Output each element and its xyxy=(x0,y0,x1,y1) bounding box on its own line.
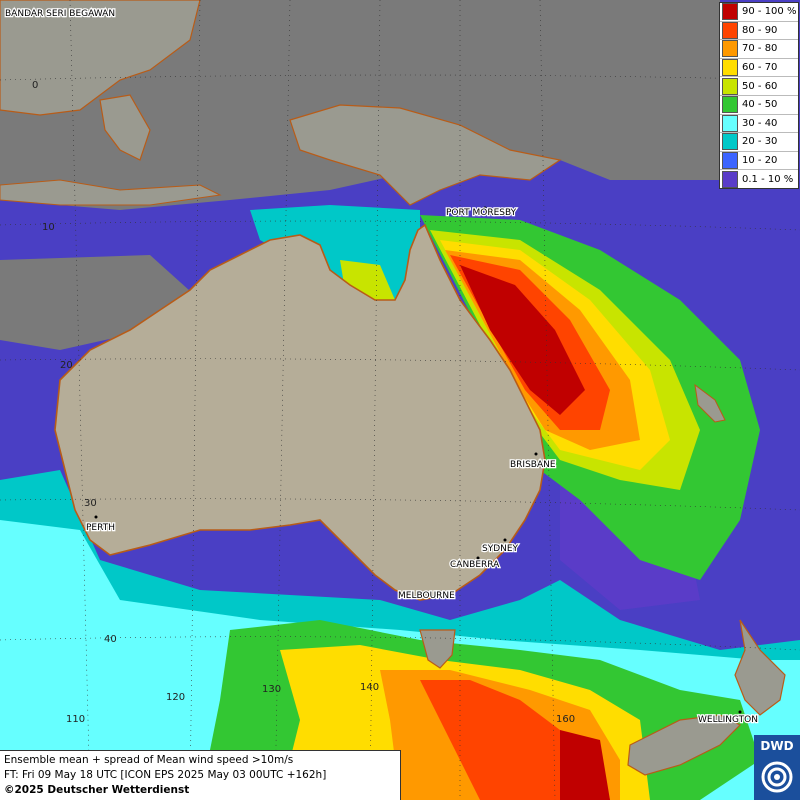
legend-swatch xyxy=(722,77,738,95)
info-forecast-time: FT: Fri 09 May 18 UTC [ICON EPS 2025 May… xyxy=(4,769,327,781)
lon-label-110: 110 xyxy=(66,714,85,725)
legend-swatch xyxy=(722,152,738,170)
dwd-swirl-icon xyxy=(761,761,793,793)
dwd-logo-text: DWD xyxy=(760,739,794,753)
legend-row: 90 - 100 % xyxy=(720,3,798,22)
sulawesi-land xyxy=(99,94,151,161)
new-guinea-land xyxy=(289,104,562,206)
legend-label: 80 - 90 xyxy=(742,24,778,36)
band-90-100-east xyxy=(460,265,585,415)
legend-label: 40 - 50 xyxy=(742,99,778,111)
australia-land xyxy=(54,223,546,601)
lon-label-140: 140 xyxy=(360,682,379,693)
legend-swatch xyxy=(722,59,738,77)
city-brisbane: BRISBANE xyxy=(510,460,556,470)
nz-south-island xyxy=(627,714,742,776)
city-canberra: CANBERRA xyxy=(450,560,500,570)
lat-label-40: 40 xyxy=(104,634,117,645)
legend-swatch xyxy=(722,114,738,132)
lat-label-30: 30 xyxy=(84,498,97,509)
legend-label: 10 - 20 xyxy=(742,155,778,167)
nz-north-island xyxy=(734,619,786,716)
city-melbourne: MELBOURNE xyxy=(398,591,455,601)
legend-swatch xyxy=(722,3,738,21)
color-legend: 90 - 100 % 80 - 90 70 - 80 60 - 70 50 - 60 40… xyxy=(719,2,799,189)
legend-swatch xyxy=(722,96,738,114)
legend-swatch xyxy=(722,170,738,188)
legend-swatch xyxy=(722,133,738,151)
legend-swatch xyxy=(722,40,738,58)
new-caledonia xyxy=(694,383,726,423)
city-markers xyxy=(70,14,742,714)
legend-label: 60 - 70 xyxy=(742,62,778,74)
legend-label: 70 - 80 xyxy=(742,43,778,55)
legend-label: 50 - 60 xyxy=(742,80,778,92)
legend-row: 20 - 30 xyxy=(720,133,798,152)
legend-label: 90 - 100 % xyxy=(742,6,797,18)
tasmania-land xyxy=(419,629,456,669)
city-wellington: WELLINGTON xyxy=(698,715,758,725)
info-box: Ensemble mean + spread of Mean wind spee… xyxy=(0,750,401,800)
lat-label-10: 10 xyxy=(42,222,55,233)
lat-label-0: 0 xyxy=(32,80,38,91)
city-perth: PERTH xyxy=(86,523,115,533)
legend-label: 30 - 40 xyxy=(742,117,778,129)
legend-row: 0.1 - 10 % xyxy=(720,170,798,188)
borneo-land xyxy=(0,0,201,116)
legend-row: 50 - 60 xyxy=(720,77,798,96)
legend-row: 10 - 20 xyxy=(720,152,798,171)
legend-label: 0.1 - 10 % xyxy=(742,173,794,185)
legend-swatch xyxy=(722,21,738,39)
lat-label-20: 20 xyxy=(60,360,73,371)
legend-row: 60 - 70 xyxy=(720,59,798,78)
legend-row: 30 - 40 xyxy=(720,114,798,134)
info-copyright: ©2025 Deutscher Wetterdienst xyxy=(4,784,190,796)
lon-label-160: 160 xyxy=(556,714,575,725)
city-sydney: SYDNEY xyxy=(482,544,519,554)
legend-label: 20 - 30 xyxy=(742,136,778,148)
city-bandar-seri-begawan: BANDAR SERI BEGAWAN xyxy=(5,9,115,19)
legend-row: 70 - 80 xyxy=(720,40,798,59)
lon-label-120: 120 xyxy=(166,692,185,703)
info-product: Ensemble mean + spread of Mean wind spee… xyxy=(4,754,294,766)
dwd-logo: DWD xyxy=(754,735,800,800)
lon-label-130: 130 xyxy=(262,684,281,695)
band-gulf-core xyxy=(340,260,395,310)
city-port-moresby: PORT MORESBY xyxy=(446,208,517,218)
legend-row: 40 - 50 xyxy=(720,96,798,115)
lesser-sunda-islands xyxy=(0,179,222,206)
legend-row: 80 - 90 xyxy=(720,21,798,41)
band-90-100-south xyxy=(560,730,610,800)
